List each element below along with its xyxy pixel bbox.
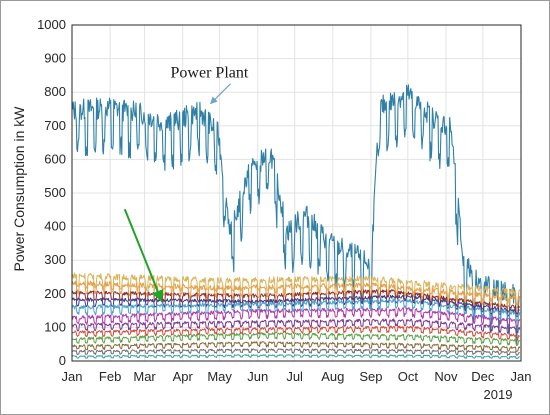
x-tick-label: Jan (62, 369, 83, 384)
x-tick-label: Apr (173, 369, 194, 384)
series-line-2 (71, 280, 521, 309)
y-tick-label: 500 (44, 185, 66, 200)
series-line-11 (71, 348, 520, 356)
y-tick-label: 600 (44, 151, 66, 166)
y-axis-label: Power Consumption in kW (11, 106, 27, 272)
series-line-7 (71, 318, 521, 334)
annotations: Power Plant (123, 65, 249, 303)
series-layer (71, 84, 521, 360)
year-label: 2019 (484, 387, 513, 402)
y-tick-label: 400 (44, 219, 66, 234)
plot-area-border (71, 24, 522, 362)
series-line-0 (71, 84, 521, 346)
x-tick-label: Aug (321, 369, 344, 384)
power-plant-annotation-label: Power Plant (171, 65, 249, 82)
power-plant-annotation-arrow (210, 83, 231, 105)
series-line-6 (71, 307, 521, 328)
green-highlight-arrow (123, 208, 164, 303)
x-tick-label: Jun (247, 369, 268, 384)
axes (71, 24, 522, 362)
series-line-4 (71, 294, 520, 317)
y-tick-label: 200 (44, 286, 66, 301)
x-tick-label: Oct (398, 369, 419, 384)
series-line-1 (71, 272, 521, 306)
x-tick-label: Sep (359, 369, 382, 384)
series-line-5 (71, 298, 521, 323)
series-line-9 (71, 332, 521, 346)
y-tick-label: 700 (44, 118, 66, 133)
y-tick-label: 900 (44, 51, 66, 66)
series-line-10 (72, 341, 521, 352)
x-tick-label: Dec (471, 369, 495, 384)
y-tick-label: 800 (44, 84, 66, 99)
y-tick-label: 100 (44, 319, 66, 334)
series-line-12 (71, 354, 520, 360)
x-tick-label: Nov (434, 369, 458, 384)
series-line-8 (71, 325, 521, 341)
x-tick-label: Mar (133, 369, 156, 384)
x-tick-label: Jul (286, 369, 303, 384)
x-tick-label: Feb (99, 369, 121, 384)
x-tick-labels: Jan Feb Mar Apr May Jun Jul Aug Sep Oct Nov Dec Jan (62, 369, 532, 384)
x-tick-label: Jan (511, 369, 532, 384)
y-tick-label: 1000 (37, 17, 66, 32)
y-tick-label: 0 (59, 353, 66, 368)
y-tick-labels: 0 100 200 300 400 500 600 700 800 900 1000 (37, 17, 66, 368)
y-tick-label: 300 (44, 252, 66, 267)
series-line-3 (71, 289, 521, 315)
x-tick-label: May (207, 369, 232, 384)
